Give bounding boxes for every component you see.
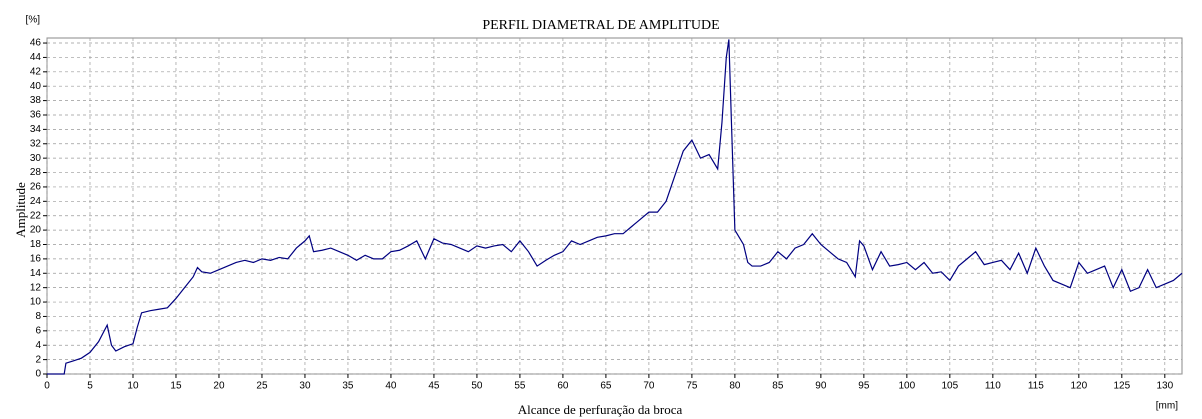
y-tick-label: 10 xyxy=(30,297,42,308)
x-tick-label: 95 xyxy=(858,381,870,392)
x-tick-label: 50 xyxy=(471,381,483,392)
y-tick-label: 6 xyxy=(35,325,41,336)
y-tick-label: 0 xyxy=(35,369,41,380)
x-tick-label: 125 xyxy=(1113,381,1130,392)
y-tick-label: 4 xyxy=(35,340,41,351)
y-tick-label: 16 xyxy=(30,254,42,265)
x-tick-label: 60 xyxy=(557,381,569,392)
y-tick-label: 30 xyxy=(30,153,42,164)
y-unit: [%] xyxy=(26,15,41,26)
y-tick-label: 20 xyxy=(30,225,42,236)
y-tick-label: 46 xyxy=(30,38,42,49)
x-tick-label: 90 xyxy=(815,381,827,392)
x-tick-label: 80 xyxy=(729,381,741,392)
line-series xyxy=(47,39,1183,375)
x-tick-label: 5 xyxy=(87,381,93,392)
y-tick-label: 38 xyxy=(30,95,42,106)
x-tick-label: 25 xyxy=(256,381,268,392)
x-tick-label: 10 xyxy=(127,381,139,392)
x-tick-label: 30 xyxy=(299,381,311,392)
x-tick-label: 110 xyxy=(985,381,1001,392)
x-tick-label: 45 xyxy=(428,381,440,392)
y-tick-label: 26 xyxy=(30,182,42,193)
y-tick-label: 28 xyxy=(30,167,42,178)
x-tick-label: 130 xyxy=(1156,381,1173,392)
y-tick-label: 2 xyxy=(35,354,41,365)
x-unit: [mm] xyxy=(1156,401,1178,412)
x-tick-label: 85 xyxy=(772,381,784,392)
y-tick-label: 12 xyxy=(30,282,42,293)
y-tick-label: 24 xyxy=(30,196,42,207)
y-tick-label: 44 xyxy=(30,52,42,63)
x-tick-label: 70 xyxy=(643,381,655,392)
x-tick-label: 40 xyxy=(385,381,397,392)
y-tick-label: 22 xyxy=(30,210,42,221)
y-tick-label: 14 xyxy=(30,268,42,279)
y-tick-label: 42 xyxy=(30,66,42,77)
x-tick-label: 20 xyxy=(213,381,225,392)
x-tick-label: 55 xyxy=(514,381,526,392)
x-tick-label: 120 xyxy=(1070,381,1087,392)
y-tick-label: 32 xyxy=(30,138,42,149)
x-tick-label: 105 xyxy=(941,381,958,392)
y-tick-label: 8 xyxy=(35,311,41,322)
x-tick-label: 75 xyxy=(686,381,698,392)
x-tick-label: 0 xyxy=(44,381,50,392)
plot-area xyxy=(46,37,1183,375)
y-tick-label: 18 xyxy=(30,239,42,250)
x-axis-label: Alcance de perfuração da broca xyxy=(518,402,683,417)
x-tick-label: 100 xyxy=(899,381,916,392)
y-tick-label: 34 xyxy=(30,124,42,135)
y-tick-label: 36 xyxy=(30,110,42,121)
chart-title: PERFIL DIAMETRAL DE AMPLITUDE xyxy=(482,18,719,33)
y-axis-label: Amplitude xyxy=(13,182,28,238)
x-tick-label: 15 xyxy=(170,381,182,392)
y-tick-label: 40 xyxy=(30,81,42,92)
x-tick-label: 115 xyxy=(1028,381,1044,392)
x-tick-label: 65 xyxy=(600,381,612,392)
x-tick-label: 35 xyxy=(342,381,354,392)
